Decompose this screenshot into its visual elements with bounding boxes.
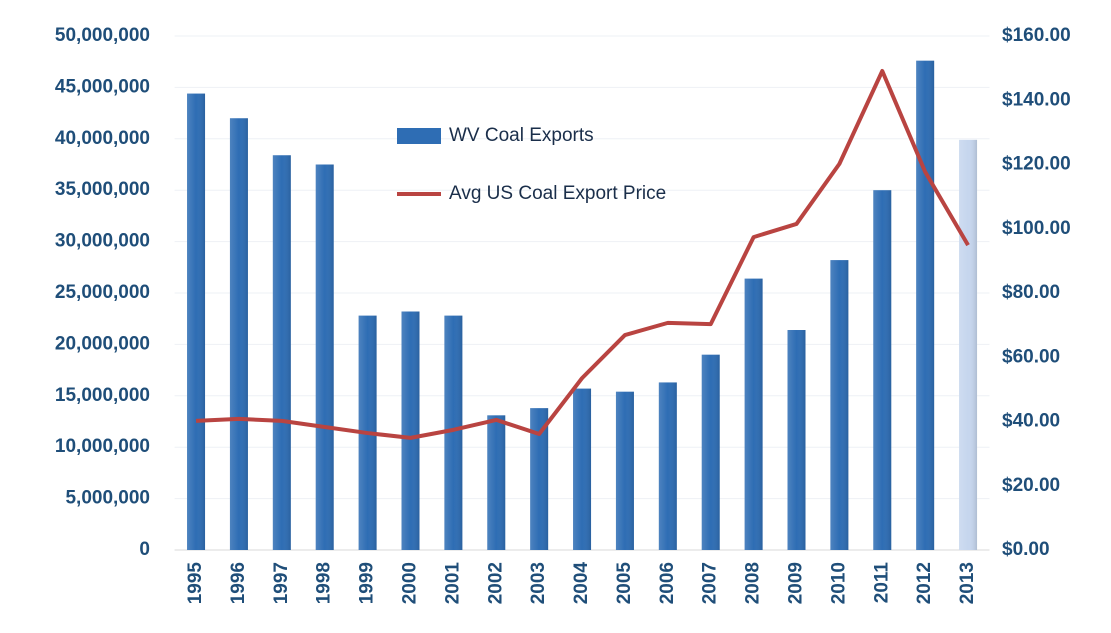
x-tick-label: 2009 (786, 562, 807, 604)
bar-shade (744, 278, 763, 550)
x-tick-label: 2012 (914, 562, 935, 604)
y2-tick-label: $0.00 (1002, 539, 1050, 560)
bar-shade (487, 415, 506, 550)
y-tick-label: 45,000,000 (55, 76, 150, 97)
x-tick-label: 2011 (871, 562, 892, 604)
x-tick-label: 2006 (657, 562, 678, 604)
y-tick-label: 35,000,000 (55, 179, 150, 200)
line (195, 69, 970, 440)
bar-shade (530, 408, 549, 550)
legend-label: WV Coal Exports (449, 125, 594, 146)
bar-shade (701, 354, 720, 550)
x-tick-label: 2004 (571, 562, 592, 605)
y2-tick-label: $40.00 (1002, 411, 1060, 432)
y2-tick-label: $120.00 (1002, 154, 1071, 175)
x-tick-label: 2005 (614, 562, 635, 605)
bar-shade (573, 388, 592, 550)
bar-shade (658, 382, 677, 550)
bar-shade (830, 260, 849, 550)
x-tick-label: 2002 (485, 562, 506, 604)
x-tick-label: 1995 (185, 562, 206, 605)
y-tick-label: 0 (139, 539, 150, 560)
bar-shade (916, 60, 935, 551)
bar-shade (787, 330, 806, 550)
bar-shade (444, 315, 463, 550)
y2-tick-label: $140.00 (1002, 89, 1071, 110)
y-tick-label: 30,000,000 (55, 231, 150, 252)
bar-shade (315, 164, 334, 550)
y-tick-label: 40,000,000 (55, 128, 150, 149)
y2-tick-label: $80.00 (1002, 282, 1060, 303)
x-tick-label: 1996 (228, 562, 249, 604)
x-tick-label: 2007 (700, 562, 721, 604)
bar-shade (873, 190, 892, 550)
bar-shade (959, 139, 978, 550)
y2-tick-label: $100.00 (1002, 218, 1071, 239)
y-tick-label: 10,000,000 (55, 436, 150, 457)
bar-shade (272, 155, 291, 551)
x-tick-label: 2010 (828, 562, 849, 604)
legend-swatch (397, 128, 441, 144)
bar-shade (615, 391, 634, 550)
y2-tick-label: $60.00 (1002, 346, 1060, 367)
x-tick-label: 1998 (314, 562, 335, 604)
x-tick-label: 2001 (442, 562, 463, 605)
x-tick-label: 2008 (743, 562, 764, 604)
y2-tick-label: $160.00 (1002, 25, 1071, 46)
y-tick-label: 25,000,000 (55, 282, 150, 303)
x-tick-label: 2000 (400, 562, 421, 604)
y-tick-label: 5,000,000 (65, 488, 150, 509)
x-tick-label: 1997 (271, 562, 292, 604)
bar-shade (401, 311, 420, 550)
x-tick-label: 1999 (357, 562, 378, 604)
x-tick-label: 2013 (957, 562, 978, 604)
y-tick-label: 20,000,000 (55, 333, 150, 354)
legend-label: Avg US Coal Export Price (449, 183, 666, 204)
y2-tick-label: $20.00 (1002, 475, 1060, 496)
y-tick-label: 15,000,000 (55, 385, 150, 406)
bar-shade (229, 118, 248, 551)
x-tick-label: 2003 (528, 562, 549, 604)
y-tick-label: 50,000,000 (55, 25, 150, 46)
bar-shade (187, 93, 206, 551)
